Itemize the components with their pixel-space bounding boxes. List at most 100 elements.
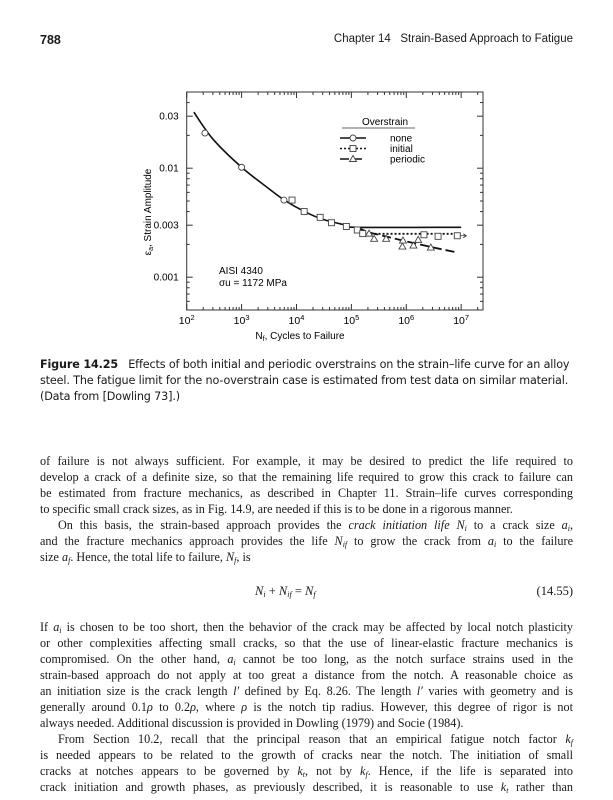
data-point-none — [280, 196, 288, 204]
legend-title: Overstrain — [362, 117, 408, 128]
math-symbol: kf — [360, 764, 368, 779]
text-run: be estimated from fracture mechanics, as… — [40, 486, 573, 500]
text-run: , is — [236, 550, 251, 564]
text-line: size af. Hence, the total life to failur… — [40, 550, 573, 565]
text-run: rather than — [508, 780, 573, 794]
data-point-none — [201, 129, 209, 137]
text-run: On this basis, the strain-based approach… — [58, 518, 349, 532]
data-point-initial — [316, 213, 324, 221]
text-line: compromised. On the other hand, ai canno… — [40, 652, 573, 667]
y-axis-label: εa, Strain Amplitude — [143, 168, 155, 255]
text-run: If — [40, 620, 54, 634]
x-tick-label: 104 — [289, 313, 305, 327]
text-line: and the fracture mechanics approach prov… — [40, 534, 573, 549]
page-number: 788 — [40, 33, 61, 47]
text-line: develop a crack of a definite size, so t… — [40, 470, 573, 485]
legend-label-periodic: periodic — [390, 155, 425, 166]
data-point-periodic — [398, 242, 407, 250]
text-run: to the failure — [496, 534, 573, 548]
text-line: of failure is not always sufficient. For… — [40, 454, 573, 469]
math-symbol: Nif — [334, 534, 348, 549]
figure-caption: Figure 14.25 Effects of both initial and… — [40, 357, 576, 405]
text-run: to 0.2 — [152, 700, 191, 714]
text-run: . Hence, the total life to failure, — [70, 550, 226, 564]
math-symbol: ai — [487, 534, 497, 549]
x-tick-label: 105 — [343, 313, 359, 327]
text-run: + — [265, 584, 279, 598]
emphasis: crack initiation life — [348, 518, 450, 532]
legend-label-initial: initial — [390, 144, 413, 155]
text-line: On this basis, the strain-based approach… — [58, 518, 573, 533]
y-tick-label: 0.01 — [159, 164, 179, 175]
x-axis-label: Nf, Cycles to Failure — [255, 331, 345, 343]
curve-periodic — [357, 226, 456, 253]
math-symbol: kf — [565, 732, 573, 747]
text-run: strain-based approach do not apply at to… — [40, 668, 573, 682]
data-point-periodic — [369, 234, 379, 242]
strain-life-chart: AISI 4340 σu = 1172 MPa 102 103 104 105 106 1… — [143, 91, 484, 343]
math-symbol: af — [62, 550, 71, 565]
text-run: defined by Eq. 8.26. The length — [239, 684, 417, 698]
data-point-initial — [434, 232, 442, 240]
data-point-initial — [328, 219, 335, 227]
runout-arrow — [460, 233, 468, 239]
math-symbol: ai — [561, 518, 570, 533]
x-tick-label: 103 — [234, 313, 250, 327]
text-line: be estimated from fracture mechanics, as… — [40, 486, 573, 501]
figure-label: Figure 14.25 — [40, 358, 119, 371]
data-point-periodic — [413, 235, 423, 243]
text-line: crack initiation and growth phases, as p… — [40, 780, 573, 795]
data-point-initial — [453, 232, 461, 240]
data-point-initial — [300, 208, 308, 216]
math-symbol: Ni — [255, 584, 266, 599]
equation-body: Ni + Nif = Nf — [255, 584, 316, 599]
text-line: cracks at notches appears to be governed… — [40, 764, 573, 779]
x-tick-label: 106 — [398, 313, 414, 327]
math-symbol: ai — [53, 620, 62, 635]
math-symbol: Nf — [305, 584, 316, 599]
data-point-periodic — [381, 234, 391, 242]
math-symbol: ai — [227, 652, 236, 667]
text-run: = — [291, 584, 305, 598]
text-run: generally around 0.1 — [40, 700, 147, 714]
chapter-title: Chapter 14 Strain-Based Approach to Fati… — [333, 33, 573, 45]
math-symbol: ρ — [146, 700, 153, 714]
y-tick-label: 0.003 — [154, 221, 179, 232]
equation-number: (14.55) — [536, 584, 573, 598]
text-run: . Hence, if the life is separated into — [367, 764, 573, 778]
data-point-periodic — [398, 236, 408, 244]
curve-none — [193, 111, 462, 229]
text-run: is the notch tip radius. However, this d… — [247, 700, 573, 714]
data-point-periodic — [426, 243, 436, 251]
data-point-periodic — [364, 229, 374, 237]
text-run: , — [569, 518, 574, 532]
text-run: to a crack size — [466, 518, 562, 532]
x-tick-label: 107 — [453, 313, 469, 327]
strength-annotation: σu = 1172 MPa — [219, 278, 287, 289]
math-symbol: ρ — [241, 700, 248, 714]
text-line: is needed appears to be related to the g… — [40, 748, 573, 763]
legend-marker-none — [349, 134, 357, 142]
text-run: always needed. Additional discussion is … — [40, 716, 464, 730]
text-run: From Section 10.2, recall that the princ… — [58, 732, 566, 746]
text-line: or other complexities affecting small cr… — [40, 636, 573, 651]
math-symbol: Nif — [278, 584, 292, 599]
math-symbol: kt — [297, 764, 306, 779]
data-point-initial — [288, 196, 296, 204]
text-run: an initiation size is the crack length — [40, 684, 234, 698]
data-point-periodic — [409, 241, 418, 249]
text-run: cannot be too long, as the notch surface… — [235, 652, 573, 666]
text-run: is chosen to be too short, then the beha… — [61, 620, 573, 634]
data-point-none — [238, 163, 246, 171]
text-run: develop a crack of a definite size, so t… — [40, 470, 573, 484]
data-point-initial — [342, 223, 350, 230]
text-line: From Section 10.2, recall that the princ… — [58, 732, 573, 747]
text-run: and the fracture mechanics approach prov… — [40, 534, 335, 548]
text-run: to specific small crack sizes, as in Fig… — [40, 502, 513, 516]
text-run — [450, 518, 457, 532]
x-tick-label: 102 — [179, 313, 195, 327]
caption-text: Effects of both initial and periodic ove… — [40, 358, 570, 403]
text-line: always needed. Additional discussion is … — [40, 716, 573, 731]
math-symbol: kt — [500, 780, 509, 795]
text-run: compromised. On the other hand, — [40, 652, 228, 666]
